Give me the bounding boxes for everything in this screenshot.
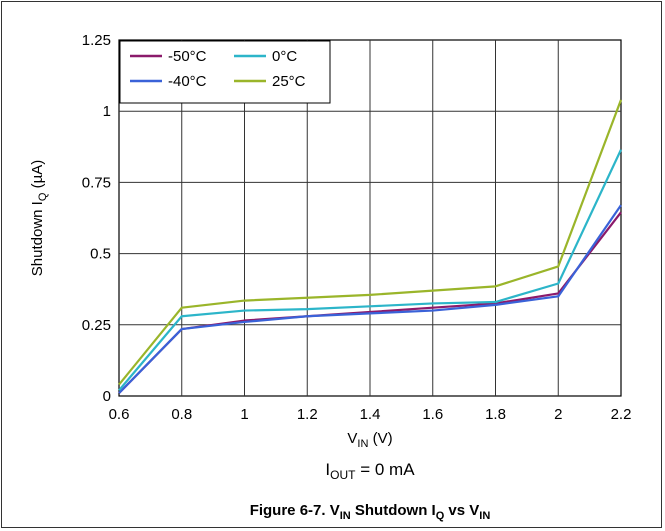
condition-note: IOUT = 0 mA — [325, 460, 415, 482]
y-tick-label: 0.75 — [82, 174, 111, 191]
x-axis-ticks: 0.6 0.8 1 1.2 1.4 1.6 1.8 2 2.2 — [109, 406, 632, 423]
y-tick-label: 0.5 — [90, 246, 111, 263]
x-tick-label: 1.8 — [485, 406, 506, 423]
legend-label: -40°C — [168, 73, 207, 90]
series-line-2 — [118, 149, 622, 392]
y-tick-label: 0 — [103, 388, 111, 405]
x-tick-label: 1.2 — [297, 406, 318, 423]
legend-label: -50°C — [168, 48, 207, 65]
x-tick-label: 1 — [240, 406, 248, 423]
grid — [119, 40, 621, 396]
series-line-3 — [118, 99, 623, 386]
series-lines — [118, 99, 623, 394]
y-tick-label: 1.25 — [82, 32, 111, 49]
legend-box — [119, 40, 331, 104]
x-tick-label: 1.6 — [422, 406, 443, 423]
y-tick-label: 1 — [103, 103, 111, 120]
series-line-1 — [118, 204, 622, 394]
y-tick-label: 0.25 — [82, 317, 111, 334]
legend: -50°C -40°C 0°C 25°C — [119, 40, 331, 104]
y-axis-ticks: 0 0.25 0.5 0.75 1 1.25 — [82, 32, 111, 405]
x-tick-label: 2.2 — [611, 406, 632, 423]
x-tick-label: 2 — [554, 406, 562, 423]
x-tick-label: 0.8 — [171, 406, 192, 423]
x-axis-label: VIN (V) — [347, 430, 392, 450]
x-tick-label: 0.6 — [109, 406, 130, 423]
legend-label: 0°C — [272, 48, 297, 65]
figure-caption: Figure 6-7. VIN Shutdown IQ vs VIN — [250, 502, 491, 522]
x-tick-label: 1.4 — [360, 406, 381, 423]
legend-label: 25°C — [272, 73, 306, 90]
y-axis-label: Shutdown IQ (µA) — [29, 160, 49, 276]
